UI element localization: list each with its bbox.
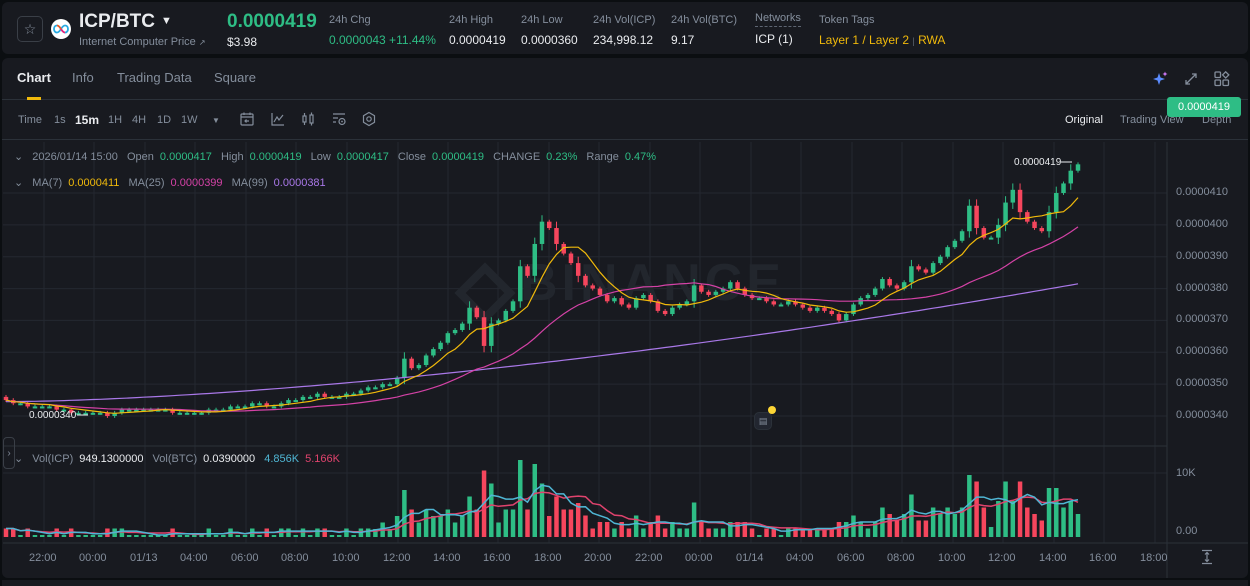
time-axis-tick: 04:00 xyxy=(786,552,814,564)
time-axis-tick: 10:00 xyxy=(938,552,966,564)
coin-price-link[interactable]: Internet Computer Price ↗ xyxy=(79,36,206,48)
chevron-right-icon: › xyxy=(7,447,11,459)
chart-panel: Chart Info Trading Data Square Time 1s 1… xyxy=(2,58,1248,578)
hexagon-settings-icon[interactable] xyxy=(361,111,377,127)
ma-legend: ⌄ MA(7) 0.0000411 MA(25) 0.0000399 MA(99) 0… xyxy=(14,177,326,189)
time-axis-tick: 16:00 xyxy=(1089,552,1117,564)
time-axis-tick: 12:00 xyxy=(988,552,1016,564)
interval-1w[interactable]: 1W xyxy=(181,114,198,126)
vertical-resize-icon xyxy=(1202,549,1212,565)
price-axis-tick: 0.0000390 xyxy=(1176,249,1228,262)
last-price-usd: $3.98 xyxy=(227,35,258,49)
price-axis-tick: 0.0000380 xyxy=(1176,281,1228,294)
interval-1s[interactable]: 1s xyxy=(54,114,66,126)
price-axis-tick: 0.0000360 xyxy=(1176,345,1228,358)
time-axis-tick: 00:00 xyxy=(685,552,713,564)
view-trading-view[interactable]: Trading View xyxy=(1120,114,1184,126)
caret-down-icon: ▼ xyxy=(161,15,172,27)
time-axis-tick: 06:00 xyxy=(231,552,259,564)
time-axis-tick: 06:00 xyxy=(837,552,865,564)
tag-layer[interactable]: Layer 1 / Layer 2 xyxy=(819,33,910,47)
candle-type-icon[interactable] xyxy=(300,111,316,127)
time-axis-tick: 14:00 xyxy=(433,552,461,564)
volume-axis-10k: 10K xyxy=(1176,467,1196,479)
event-marker-button[interactable]: ▤ xyxy=(754,412,772,430)
interval-1d[interactable]: 1D xyxy=(157,114,172,126)
calendar-icon[interactable] xyxy=(239,111,255,127)
time-label: Time xyxy=(18,114,43,126)
time-axis-tick: 12:00 xyxy=(383,552,411,564)
view-original[interactable]: Original xyxy=(1065,114,1103,126)
expand-icon[interactable] xyxy=(1182,70,1200,88)
time-axis-tick: 20:00 xyxy=(584,552,612,564)
collapse-chevron-icon[interactable]: ⌄ xyxy=(14,177,24,189)
stat-24h-high: 24h High 0.0000419 xyxy=(449,14,506,47)
time-axis-tick: 18:00 xyxy=(1140,552,1168,564)
collapse-chevron-icon[interactable]: ⌄ xyxy=(14,453,24,465)
price-axis-tick: 0.0000370 xyxy=(1176,313,1228,326)
max-price-annotation: 0.0000419 xyxy=(1014,157,1062,168)
document-icon: ▤ xyxy=(758,415,768,426)
time-axis-tick: 00:00 xyxy=(79,552,107,564)
interval-1h[interactable]: 1H xyxy=(108,114,123,126)
time-axis-tick: 01/13 xyxy=(130,552,158,564)
time-axis-tick: 22:00 xyxy=(635,552,663,564)
time-axis-tick: 16:00 xyxy=(483,552,511,564)
time-axis-tick: 10:00 xyxy=(332,552,360,564)
ai-sparkle-icon[interactable] xyxy=(1152,70,1170,88)
auto-scale-button[interactable] xyxy=(1200,549,1214,565)
chart-tabs: Chart Info Trading Data Square xyxy=(2,58,1248,100)
external-link-icon: ↗ xyxy=(198,38,206,47)
time-axis-tick: 04:00 xyxy=(180,552,208,564)
stat-networks[interactable]: Networks ICP (1) xyxy=(755,12,801,46)
volume-axis-zero: 0.00 xyxy=(1176,525,1198,537)
stat-token-tags: Token Tags Layer 1 / Layer 2 | RWA xyxy=(819,14,946,47)
tab-chart[interactable]: Chart xyxy=(17,70,51,85)
price-axis-tick: 0.0000340 xyxy=(1176,409,1228,421)
time-axis-tick: 22:00 xyxy=(29,552,57,564)
interval-15m[interactable]: 15m xyxy=(75,113,100,127)
volume-legend: ⌄ Vol(ICP) 949.1300000 Vol(BTC) 0.0390000 … xyxy=(14,453,340,465)
interval-4h[interactable]: 4H xyxy=(132,114,147,126)
svg-text:BINANCE: BINANCE xyxy=(520,254,785,312)
stat-24h-vol-icp: 24h Vol(ICP) 234,998.12 xyxy=(593,14,656,47)
chart-settings-icon[interactable] xyxy=(331,111,347,127)
more-intervals-chevron-down-icon[interactable]: ▼ xyxy=(212,116,220,125)
active-tab-indicator xyxy=(27,97,41,100)
stat-24h-low: 24h Low 0.0000360 xyxy=(521,14,578,47)
ohlc-legend: ⌄ 2026/01/14 15:00 Open 0.0000417 High 0.0… xyxy=(14,151,657,163)
time-axis-tick: 08:00 xyxy=(281,552,309,564)
indicator-icon[interactable] xyxy=(270,111,286,127)
price-axis-tick: 0.0000410 xyxy=(1176,186,1228,198)
bottom-strip xyxy=(2,580,1248,586)
time-axis-tick: 14:00 xyxy=(1039,552,1067,564)
tab-info[interactable]: Info xyxy=(72,70,94,85)
layout-grid-icon[interactable] xyxy=(1213,70,1231,88)
expand-sidebar-handle[interactable]: › xyxy=(3,437,15,469)
infinity-icon xyxy=(53,24,69,34)
time-axis-tick: 08:00 xyxy=(887,552,915,564)
last-price: 0.0000419 xyxy=(227,11,317,32)
current-price-tag: 0.0000419 xyxy=(1167,97,1241,117)
tab-square[interactable]: Square xyxy=(214,70,256,85)
view-depth[interactable]: Depth xyxy=(1202,114,1232,126)
price-axis-tick: 0.0000400 xyxy=(1176,217,1228,230)
tag-rwa[interactable]: RWA xyxy=(918,33,946,47)
notification-dot xyxy=(768,406,776,414)
tab-trading-data[interactable]: Trading Data xyxy=(117,70,192,85)
pair-selector[interactable]: ICP/BTC ▼ xyxy=(79,11,172,32)
favorite-star-button[interactable]: ☆ xyxy=(17,16,43,42)
collapse-chevron-icon[interactable]: ⌄ xyxy=(14,151,24,163)
ticker-header: ☆ ICP/BTC ▼ Internet Computer Price ↗ 0.0… xyxy=(2,2,1248,54)
stat-24h-vol-btc: 24h Vol(BTC) 9.17 xyxy=(671,14,738,47)
icp-logo xyxy=(51,19,71,39)
price-axis-tick: 0.0000350 xyxy=(1176,377,1228,390)
chart-toolbar: Time 1s 15m 1H 4H 1D 1W ▼ Original Tradi… xyxy=(2,100,1248,140)
time-axis-tick: 18:00 xyxy=(534,552,562,564)
stat-24h-change: 24h Chg 0.0000043 +11.44% xyxy=(329,14,436,47)
star-icon: ☆ xyxy=(23,20,37,37)
time-axis-tick: 01/14 xyxy=(736,552,764,564)
min-price-annotation: 0.0000340 xyxy=(29,410,77,421)
